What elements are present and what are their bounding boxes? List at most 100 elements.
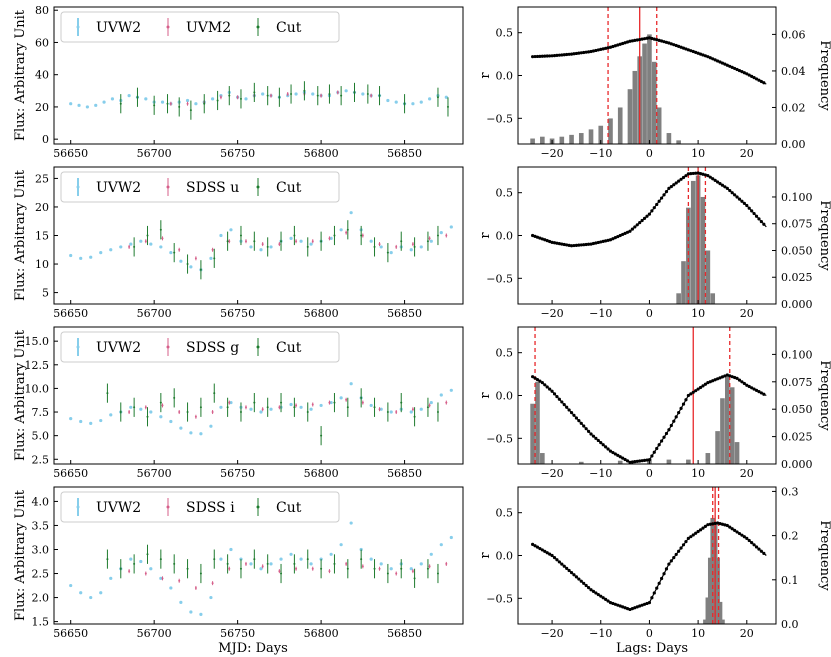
histogram-bar bbox=[700, 196, 706, 304]
uvw2-point bbox=[139, 407, 143, 411]
uvw2-point bbox=[179, 426, 183, 430]
uvw2-point bbox=[169, 586, 173, 590]
ccf-point bbox=[701, 53, 705, 57]
ccf-point bbox=[757, 547, 761, 551]
x-tick-label: 56750 bbox=[220, 467, 255, 480]
uvw2-point bbox=[109, 248, 113, 252]
y2-tick-label: 0.050 bbox=[781, 244, 813, 257]
model-point bbox=[228, 567, 231, 570]
ccf-point bbox=[591, 589, 596, 593]
cut-point bbox=[226, 240, 229, 243]
ccf-point bbox=[621, 232, 625, 237]
ccf-point bbox=[708, 56, 712, 60]
ccf-point bbox=[601, 596, 605, 600]
model-point bbox=[161, 577, 164, 580]
histogram-bar bbox=[632, 70, 638, 144]
cut-point bbox=[333, 562, 336, 565]
uvw2-point bbox=[309, 407, 313, 411]
uvw2-point bbox=[129, 557, 133, 561]
uvw2-point bbox=[428, 97, 432, 101]
ccf-point bbox=[713, 521, 717, 525]
ccf-point bbox=[567, 243, 571, 247]
histogram-bar bbox=[705, 250, 711, 304]
ccf-point bbox=[552, 392, 557, 396]
histogram-bar bbox=[729, 387, 735, 464]
uvw2-point bbox=[109, 413, 113, 417]
y-tick-label: 0.5 bbox=[496, 27, 514, 40]
ccf-point bbox=[667, 428, 671, 432]
ccf-point bbox=[752, 543, 756, 547]
ccf-point bbox=[750, 386, 754, 390]
x-tick-label: 56800 bbox=[304, 147, 339, 160]
uvw2-point bbox=[289, 402, 293, 407]
ccf-point bbox=[584, 50, 588, 54]
ccf-point bbox=[606, 238, 610, 242]
ccf-point bbox=[630, 227, 634, 231]
model-point bbox=[411, 570, 414, 573]
ccf-point bbox=[733, 375, 737, 380]
ccf-point bbox=[582, 50, 586, 55]
uvw2-point bbox=[259, 567, 263, 571]
cut-point bbox=[213, 558, 216, 561]
uvw2-point bbox=[329, 236, 333, 240]
cut-point bbox=[353, 91, 356, 94]
x-tick-label: 10 bbox=[691, 627, 705, 640]
ccf-point bbox=[635, 605, 639, 609]
ccf-point bbox=[696, 171, 700, 175]
y-tick-label: 15 bbox=[35, 230, 49, 243]
ccf-point bbox=[608, 449, 613, 453]
ccf-point bbox=[557, 53, 561, 57]
cut-point bbox=[303, 89, 306, 92]
ccf-point bbox=[560, 242, 564, 246]
cut-point bbox=[266, 94, 269, 97]
uvw2-point bbox=[69, 102, 73, 106]
cut-point bbox=[186, 567, 189, 570]
ccf-point bbox=[599, 47, 603, 51]
x-tick-label: 20 bbox=[740, 307, 754, 320]
y2-tick-label: 0.02 bbox=[781, 101, 806, 114]
ccf-point bbox=[752, 211, 756, 216]
ccf-point bbox=[694, 171, 698, 175]
y-tick-label: 4.0 bbox=[32, 495, 50, 508]
ccf-point bbox=[630, 39, 634, 43]
uvw2-point bbox=[149, 410, 153, 414]
ccf-point bbox=[689, 172, 693, 176]
cut-point bbox=[106, 392, 109, 395]
uvw2-point bbox=[249, 407, 253, 411]
y2-tick-label: 0.06 bbox=[781, 28, 806, 41]
series-cut bbox=[133, 220, 439, 280]
histogram-bar bbox=[734, 442, 740, 464]
y-tick-label: 0.5 bbox=[496, 347, 514, 360]
ccf-point bbox=[737, 197, 742, 201]
ccf-point bbox=[662, 40, 666, 44]
ccf-point bbox=[733, 66, 737, 71]
cut-point bbox=[386, 572, 389, 575]
uvw2-point bbox=[361, 92, 365, 96]
ccf-point bbox=[686, 536, 690, 540]
histogram-bar bbox=[647, 34, 652, 144]
uvw2-point bbox=[439, 231, 443, 235]
cut-point bbox=[360, 396, 363, 399]
ccf-point bbox=[652, 206, 656, 210]
ccf-point bbox=[621, 456, 625, 460]
ccf-point bbox=[589, 588, 593, 592]
frequency-axis-label: Frequency bbox=[817, 520, 831, 591]
ccf-point bbox=[747, 538, 751, 543]
cut-point bbox=[186, 411, 189, 414]
ccf-point bbox=[599, 594, 603, 598]
lag-histogram bbox=[676, 175, 716, 304]
series-sdss-g bbox=[128, 397, 448, 419]
ccf-point bbox=[630, 460, 634, 464]
x-tick-label: 20 bbox=[740, 147, 754, 160]
cut-point bbox=[413, 415, 416, 418]
ccf-point bbox=[538, 236, 542, 240]
ccf-point bbox=[572, 243, 576, 248]
ccf-point bbox=[594, 241, 598, 245]
ccf-point bbox=[655, 202, 659, 207]
uvw2-point bbox=[229, 228, 233, 232]
ccf-point bbox=[650, 36, 654, 41]
uvw2-point bbox=[339, 396, 343, 400]
model-point bbox=[161, 237, 164, 240]
ccf-point bbox=[567, 408, 571, 412]
histogram-bar bbox=[540, 136, 545, 144]
